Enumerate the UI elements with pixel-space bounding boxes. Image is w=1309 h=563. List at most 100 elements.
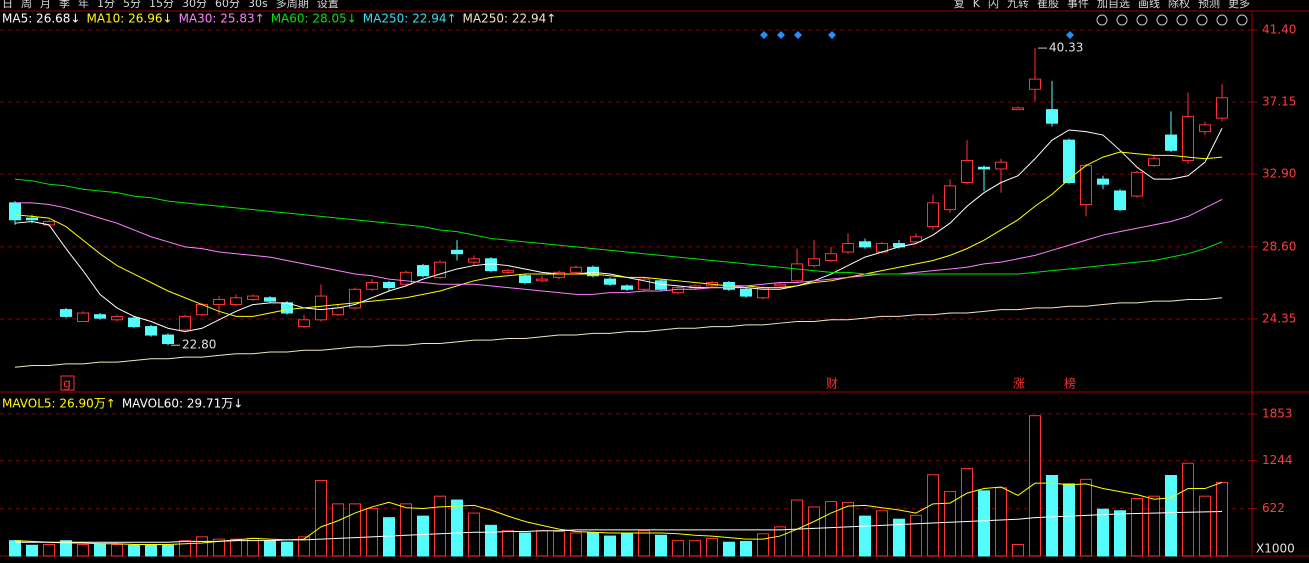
candle-body bbox=[536, 278, 548, 282]
candle-body bbox=[519, 275, 531, 284]
volume-bar bbox=[893, 518, 905, 557]
candle-body bbox=[1114, 190, 1126, 211]
volume-bar bbox=[145, 544, 157, 557]
candle-body bbox=[570, 266, 582, 273]
legend-entry: MA60: 28.05↓ bbox=[271, 12, 357, 26]
moving-average-line bbox=[15, 199, 1223, 295]
toolbar-button[interactable]: 周 bbox=[21, 0, 32, 10]
volume-bar bbox=[672, 540, 684, 557]
candle-body bbox=[910, 236, 922, 243]
diamond bbox=[794, 31, 802, 39]
volume-bar bbox=[77, 544, 89, 557]
volume-bar bbox=[655, 534, 667, 557]
toolbar-button[interactable]: 日 bbox=[2, 0, 13, 10]
legend-entry: MA250: 22.94↑ bbox=[463, 12, 557, 26]
toolbar-button[interactable]: K bbox=[973, 0, 981, 10]
toolbar-button[interactable]: 年 bbox=[78, 0, 89, 10]
y-tick-label: 1244 bbox=[1262, 453, 1293, 467]
icon[interactable] bbox=[1216, 14, 1228, 26]
icon[interactable] bbox=[1096, 14, 1108, 26]
toolbar-button[interactable]: 1分 bbox=[97, 0, 115, 10]
volume-bar bbox=[26, 544, 38, 557]
volume-bar bbox=[1114, 510, 1126, 557]
volume-bar bbox=[570, 532, 582, 557]
volume-bar bbox=[1148, 495, 1160, 557]
candle-body bbox=[587, 266, 599, 277]
toolbar-button[interactable]: 月 bbox=[40, 0, 51, 10]
toolbar-button[interactable]: 多周期 bbox=[276, 0, 309, 10]
toolbar-button[interactable]: 5分 bbox=[123, 0, 141, 10]
volume-bar bbox=[995, 487, 1007, 557]
toolbar-button[interactable]: 30s bbox=[248, 0, 268, 10]
volume-bar bbox=[723, 541, 735, 557]
volume-bar bbox=[621, 533, 633, 557]
toolbar-button[interactable]: 事件 bbox=[1067, 0, 1089, 10]
event-label[interactable]: 财 bbox=[826, 377, 838, 391]
volume-bar bbox=[417, 515, 429, 557]
volume-bar bbox=[128, 544, 140, 557]
volume-bar bbox=[808, 506, 820, 557]
icon[interactable] bbox=[1236, 14, 1248, 26]
candle-body bbox=[9, 202, 21, 221]
candle-body bbox=[1080, 165, 1092, 206]
event-label[interactable]: g bbox=[63, 377, 71, 391]
toolbar-button[interactable]: 闪 bbox=[988, 0, 999, 10]
event-label[interactable]: 涨 bbox=[1013, 376, 1025, 391]
candle-body bbox=[1063, 139, 1075, 184]
volume-bar bbox=[1131, 498, 1143, 557]
volume-bar bbox=[910, 514, 922, 557]
volume-bar bbox=[502, 530, 514, 557]
candle-body bbox=[502, 270, 514, 273]
toolbar-button[interactable]: 设置 bbox=[317, 0, 339, 10]
volume-bar bbox=[1097, 508, 1109, 557]
toolbar-button[interactable]: 崔股 bbox=[1037, 0, 1059, 10]
candle-body bbox=[944, 185, 956, 211]
candle-body bbox=[451, 249, 463, 255]
toolbar-button[interactable]: 除权 bbox=[1168, 0, 1190, 10]
candle-body bbox=[332, 307, 344, 316]
volume-bar bbox=[434, 495, 446, 557]
diamond bbox=[828, 31, 836, 39]
volume-bar bbox=[689, 540, 701, 557]
volume-bar bbox=[468, 512, 480, 557]
volume-bar bbox=[791, 499, 803, 557]
toolbar-button[interactable]: 15分 bbox=[149, 0, 174, 10]
toolbar-button[interactable]: 九转 bbox=[1007, 0, 1029, 10]
candle-body bbox=[400, 271, 412, 285]
candle-body bbox=[961, 159, 973, 184]
toolbar-button[interactable]: 画线 bbox=[1138, 0, 1160, 10]
candle-body bbox=[60, 309, 72, 317]
toolbar-button[interactable]: 30分 bbox=[182, 0, 207, 10]
event-label[interactable]: 榜 bbox=[1064, 376, 1076, 391]
volume-bar bbox=[553, 530, 565, 557]
plot: 41.40 37.15 32.90 28.60 24.35 40.33 22.80 MA5: … bbox=[0, 12, 1296, 557]
volume-bar bbox=[536, 530, 548, 557]
volume-bar bbox=[706, 537, 718, 557]
volume-bar bbox=[1080, 478, 1092, 557]
volume-bar bbox=[451, 499, 463, 557]
toolbar-button[interactable]: 季 bbox=[59, 0, 70, 10]
legend-entry: MAVOL5: 26.90万↑ bbox=[2, 397, 116, 411]
candle-body bbox=[145, 326, 157, 336]
toolbar-button[interactable]: 60分 bbox=[215, 0, 240, 10]
icon[interactable] bbox=[1116, 14, 1128, 26]
toolbar-button[interactable]: 复 bbox=[954, 0, 965, 10]
icon[interactable] bbox=[1156, 14, 1168, 26]
candle-body bbox=[213, 298, 225, 306]
y-tick-label: 622 bbox=[1262, 501, 1285, 515]
candle-body bbox=[621, 285, 633, 290]
candle-body bbox=[978, 166, 990, 170]
toolbar-button[interactable]: 加自选 bbox=[1097, 0, 1130, 10]
y-tick-label: 28.60 bbox=[1262, 239, 1296, 253]
toolbar-button[interactable]: 更多 bbox=[1228, 0, 1250, 10]
icon[interactable] bbox=[1196, 14, 1208, 26]
volume-bar bbox=[1199, 495, 1211, 557]
volume-bar bbox=[604, 535, 616, 557]
signal-markers bbox=[760, 31, 1074, 39]
volume-bar bbox=[383, 517, 395, 557]
toolbar-button[interactable]: 预测 bbox=[1198, 0, 1220, 10]
icon[interactable] bbox=[1136, 14, 1148, 26]
icon[interactable] bbox=[1176, 14, 1188, 26]
candle-body bbox=[1216, 97, 1228, 119]
